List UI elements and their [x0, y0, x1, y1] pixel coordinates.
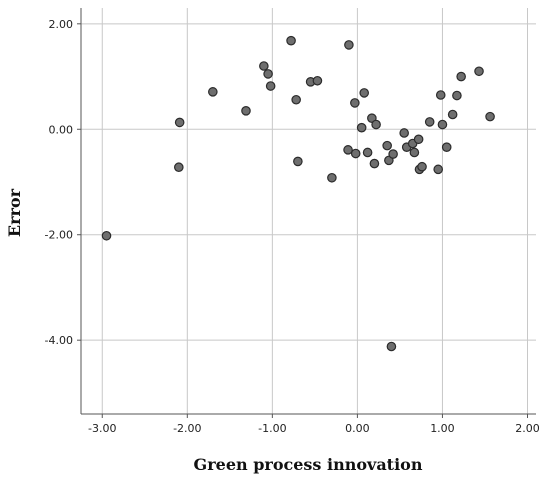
scatter-point: [265, 81, 276, 91]
scatter-point: [435, 90, 446, 100]
scatter-point: [441, 142, 452, 152]
scatter-point: [293, 156, 303, 167]
scatter-point: [447, 109, 458, 120]
scatter-point: [485, 111, 495, 122]
y-axis-title: Error: [5, 188, 24, 237]
scatter-point: [424, 117, 435, 127]
scatter-point: [174, 162, 184, 173]
scatter-point: [413, 134, 424, 145]
scatter-point: [456, 71, 466, 82]
x-tick-label: 0.00: [345, 422, 370, 435]
x-tick-label: -1.00: [258, 422, 286, 435]
scatter-point: [382, 140, 392, 151]
scatter-point: [359, 88, 370, 98]
scatter-point: [474, 66, 484, 77]
y-tick-label: 2.00: [49, 18, 74, 31]
scatter-point: [312, 75, 323, 86]
scatter-point: [437, 119, 448, 130]
scatter-point: [399, 128, 409, 138]
scatter-point: [409, 147, 420, 158]
scatter-point: [174, 117, 185, 128]
scatter-point: [259, 61, 269, 71]
x-axis-title: Green process innovation: [194, 455, 423, 474]
scatter-point: [291, 94, 301, 105]
scatter-point: [452, 90, 462, 101]
x-tick-label: -3.00: [88, 422, 116, 435]
tick-labels: -3.00 -2.00 -1.00 0.00 1.00 2.00 2.00 0.00 -2.00…: [45, 18, 540, 435]
scatter-point: [362, 147, 373, 158]
scatter-point: [344, 40, 354, 50]
scatter-point: [388, 149, 398, 159]
scatter-point: [371, 119, 381, 130]
scatter-point: [343, 145, 353, 155]
y-tick-label: -4.00: [45, 334, 73, 347]
scatter-point: [208, 87, 218, 97]
scatter-point: [433, 164, 443, 175]
scatter-point: [417, 161, 427, 172]
scatter-point: [369, 158, 380, 169]
scatter-point: [356, 122, 367, 133]
data-points: [101, 35, 495, 352]
x-tick-label: 2.00: [515, 422, 540, 435]
scatter-point: [350, 148, 361, 159]
axes: [77, 8, 536, 418]
scatter-point: [101, 230, 112, 241]
scatter-point: [263, 69, 273, 79]
scatter-point: [241, 106, 251, 116]
y-tick-label: -2.00: [45, 229, 73, 242]
scatter-point: [386, 341, 397, 352]
x-tick-label: -2.00: [173, 422, 201, 435]
x-tick-label: 1.00: [430, 422, 455, 435]
scatter-point: [350, 98, 360, 108]
scatter-point: [327, 172, 337, 183]
y-tick-label: 0.00: [49, 123, 74, 136]
scatter-point: [286, 35, 296, 46]
